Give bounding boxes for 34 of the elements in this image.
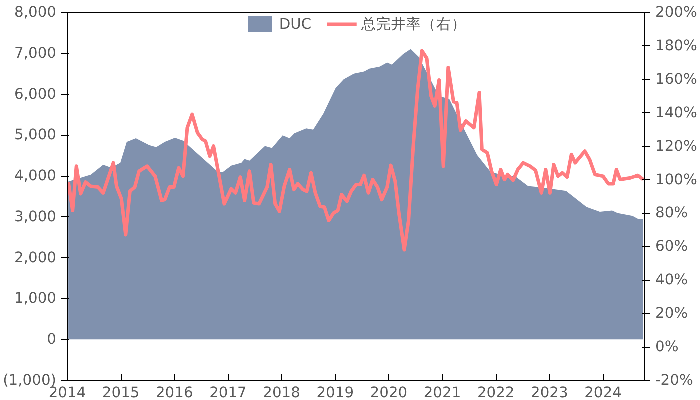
y2-tick-label: 40%	[656, 272, 688, 289]
y2-tick-label: -20%	[656, 372, 694, 389]
y-tick-label: 2,000	[14, 249, 57, 266]
y-tick-label: 3,000	[14, 208, 57, 226]
x-tick-label: 2015	[102, 384, 140, 400]
x-tick-label: 2023	[531, 384, 568, 400]
y2-tick-label: 80%	[656, 204, 688, 222]
y2-tick-label: 60%	[656, 238, 688, 256]
y-tick-label: 7,000	[14, 44, 57, 62]
x-tick-label: 2017	[210, 384, 247, 400]
y2-tick-label: 140%	[656, 104, 698, 122]
y-tick-label: 8,000	[14, 4, 57, 21]
y2-tick-label: 200%	[656, 4, 698, 21]
y-tick-label: 5,000	[14, 126, 57, 144]
y2-tick-label: 100%	[656, 171, 698, 188]
x-tick-label: 2021	[424, 384, 462, 400]
y-tick-label: 4,000	[14, 168, 57, 185]
x-tick-label: 2022	[477, 384, 515, 400]
y2-tick-label: 180%	[656, 37, 698, 54]
x-tick-label: 2024	[584, 384, 622, 400]
y2-tick-label: 160%	[656, 70, 698, 88]
legend-label: 总完井率（右）	[362, 14, 467, 34]
y-tick-label: 0	[47, 331, 57, 348]
y2-tick-label: 120%	[656, 138, 698, 155]
y2-tick-label: 0%	[656, 338, 679, 356]
legend-label: DUC	[279, 16, 312, 32]
y-tick-label: 1,000	[14, 290, 57, 308]
line-series	[68, 49, 644, 252]
x-tick-label: 2019	[316, 384, 354, 400]
y2-tick-label: 20%	[656, 305, 688, 322]
y-tick-label: 6,000	[14, 86, 57, 103]
x-tick-label: 2016	[156, 384, 194, 400]
x-tick-label: 2020	[370, 384, 408, 400]
x-tick-label: 2018	[263, 384, 300, 400]
